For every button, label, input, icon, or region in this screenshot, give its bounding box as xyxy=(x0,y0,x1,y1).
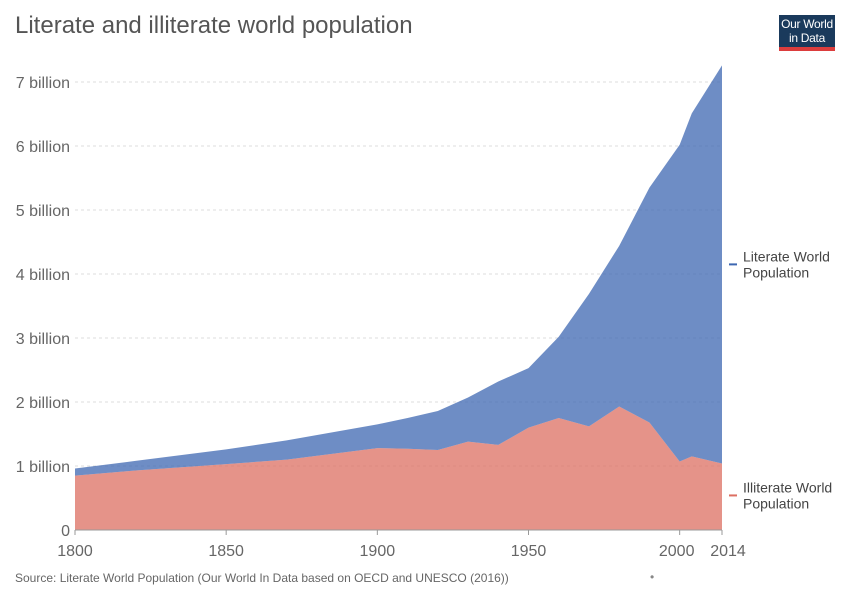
x-tick-label: 2014 xyxy=(710,543,746,560)
legend-illiterate-label-2: Population xyxy=(743,495,809,511)
x-tick-label: 1900 xyxy=(360,543,396,560)
y-tick-label: 3 billion xyxy=(16,331,70,348)
y-tick-label: 1 billion xyxy=(16,459,70,476)
owid-logo[interactable]: Our World in Data xyxy=(779,15,835,51)
y-axis-ticks: 0 1 billion 2 billion 3 billion 4 billion 5 b… xyxy=(16,75,70,540)
chart-areas xyxy=(75,65,722,531)
x-tick-label: 1800 xyxy=(57,543,93,560)
legend-literate-label-1: Literate World xyxy=(743,248,830,264)
y-tick-label: 7 billion xyxy=(16,75,70,92)
y-tick-label: 6 billion xyxy=(16,139,70,156)
logo-line-1: Our World xyxy=(781,17,833,31)
x-tick-label: 2000 xyxy=(659,543,695,560)
x-tick-label: 1950 xyxy=(511,543,547,560)
y-tick-label: 2 billion xyxy=(16,395,70,412)
source-note: Source: Literate World Population (Our W… xyxy=(15,571,509,585)
logo-line-2: in Data xyxy=(789,31,825,45)
area-illiterate-world-population[interactable] xyxy=(75,406,722,530)
footer-marker: • xyxy=(650,570,655,584)
y-tick-label: 4 billion xyxy=(16,267,70,284)
y-tick-label: 5 billion xyxy=(16,203,70,220)
y-tick-label: 0 xyxy=(61,523,70,540)
legend-illiterate-label-1: Illiterate World xyxy=(743,479,832,495)
area-literate-world-population[interactable] xyxy=(75,65,722,476)
x-axis-ticks: 1800 1850 1900 1950 2000 2014 xyxy=(57,530,746,560)
legend-literate-label-2: Population xyxy=(743,264,809,280)
chart-title: Literate and illiterate world population xyxy=(15,12,413,39)
x-tick-label: 1850 xyxy=(208,543,244,560)
